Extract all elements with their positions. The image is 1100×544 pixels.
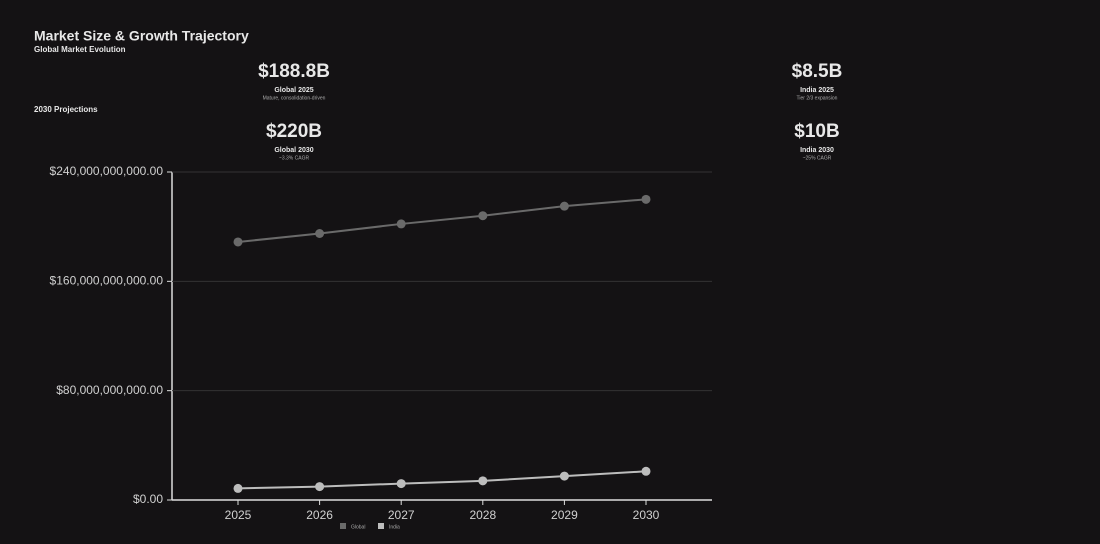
series-line: [237, 198, 647, 243]
data-point: [396, 479, 406, 489]
x-tick-label: 2027: [388, 508, 415, 522]
legend-label: India: [389, 524, 400, 530]
x-tick-label: 2029: [551, 508, 578, 522]
data-point: [559, 471, 569, 481]
stat-value: $220B: [266, 121, 322, 142]
data-point: [233, 483, 243, 493]
stat-note: Mature, consolidation-driven: [263, 95, 326, 101]
legend-label: Global: [351, 524, 365, 530]
x-tick-label: 2028: [469, 508, 496, 522]
stat-value: $10B: [794, 121, 839, 142]
stat-label: India 2025: [800, 87, 834, 94]
stat-note: Tier 2/3 expansion: [797, 95, 838, 101]
stat-note: ~3.3% CAGR: [279, 155, 310, 161]
y-tick-label: $160,000,000,000.00: [50, 274, 164, 288]
stat-note: ~25% CAGR: [803, 155, 832, 161]
x-tick-label: 2030: [633, 508, 660, 522]
stat-label: India 2030: [800, 147, 834, 154]
data-point: [233, 237, 243, 247]
section-label: 2030 Projections: [34, 105, 98, 114]
data-point: [396, 219, 406, 229]
y-tick-label: $80,000,000,000.00: [56, 383, 163, 397]
data-point: [641, 466, 651, 476]
x-tick-label: 2026: [306, 508, 333, 522]
stat-value: $188.8B: [258, 61, 330, 82]
stat-label: Global 2025: [274, 87, 313, 94]
subtitle: Global Market Evolution: [34, 45, 126, 54]
y-tick-label: $240,000,000,000.00: [50, 164, 164, 178]
series-line: [237, 470, 647, 490]
legend-swatch: [340, 523, 346, 529]
data-point: [478, 211, 488, 221]
x-tick-label: 2025: [225, 508, 252, 522]
data-point: [559, 201, 569, 211]
title: Market Size & Growth Trajectory: [34, 28, 249, 44]
legend-swatch: [378, 523, 384, 529]
data-point: [641, 194, 651, 204]
stat-label: Global 2030: [274, 147, 313, 154]
y-tick-label: $0.00: [133, 492, 163, 506]
stat-value: $8.5B: [792, 61, 843, 82]
data-point: [315, 482, 325, 492]
data-point: [478, 476, 488, 486]
data-point: [315, 229, 325, 238]
